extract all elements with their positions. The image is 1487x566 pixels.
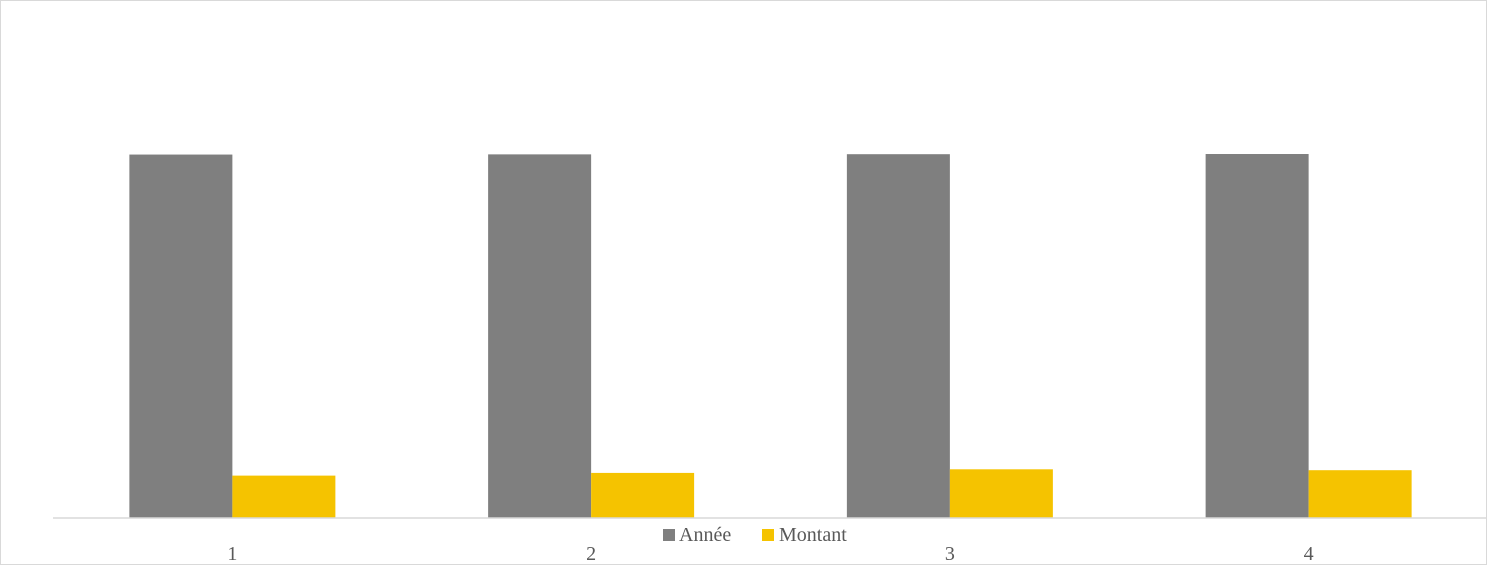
legend-swatch-anne <box>663 529 675 541</box>
legend: Année Montant <box>663 524 847 546</box>
legend-label-anne: Année <box>679 524 731 546</box>
bar-montant-3 <box>949 469 1053 518</box>
x-tick-labels: 1 2 3 4 <box>227 543 1313 565</box>
bar-anne-1 <box>129 154 233 518</box>
bars-group <box>129 154 1412 519</box>
bar-anne-3 <box>846 154 950 518</box>
bar-anne-4 <box>1205 154 1309 519</box>
legend-swatch-montant <box>762 529 774 541</box>
x-tick-label: 1 <box>227 543 237 565</box>
bar-montant-1 <box>232 475 336 518</box>
x-tick-label: 2 <box>586 543 596 565</box>
x-tick-label: 3 <box>945 543 955 565</box>
x-tick-label: 4 <box>1304 543 1314 565</box>
bar-montant-4 <box>1308 470 1412 518</box>
legend-label-montant: Montant <box>779 524 847 546</box>
bar-montant-2 <box>591 472 695 518</box>
bar-anne-2 <box>488 154 592 518</box>
